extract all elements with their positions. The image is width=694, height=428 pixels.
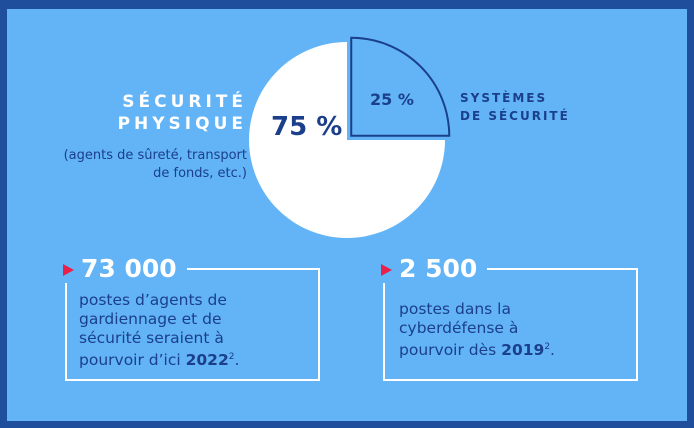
year: 2019	[501, 341, 545, 360]
text: .	[550, 341, 555, 360]
pie-slice	[249, 42, 445, 238]
value-label: 25 %	[370, 90, 414, 109]
note: 2	[544, 342, 551, 352]
pie-chart	[249, 36, 451, 238]
text: postes dans la cyberdéfense à pourvoir d…	[399, 300, 519, 360]
stat-box	[65, 268, 320, 381]
note: 2	[228, 352, 235, 362]
stat-number: 2 500	[381, 255, 486, 283]
category-label: SYSTÈMES DE SÉCURITÉ	[460, 91, 570, 123]
pie-slice	[350, 36, 451, 137]
box-line	[487, 268, 638, 270]
text: .	[234, 351, 240, 370]
text: postes d’agents de gardiennage et de séc…	[79, 291, 227, 370]
year: 2022	[185, 351, 229, 370]
annotation: (agents de sûreté, transport de fonds, e…	[63, 148, 247, 181]
category-label: SÉCURITÉ PHYSIQUE	[117, 92, 247, 134]
stat-text: postes dans la cyberdéfense à pourvoir d…	[399, 300, 579, 360]
value-label: 75 %	[271, 112, 343, 142]
stat-box	[383, 268, 638, 381]
stat-text: postes d’agents de gardiennage et de séc…	[79, 291, 279, 370]
stat-number: 73 000	[63, 255, 185, 283]
box-line	[187, 268, 320, 270]
